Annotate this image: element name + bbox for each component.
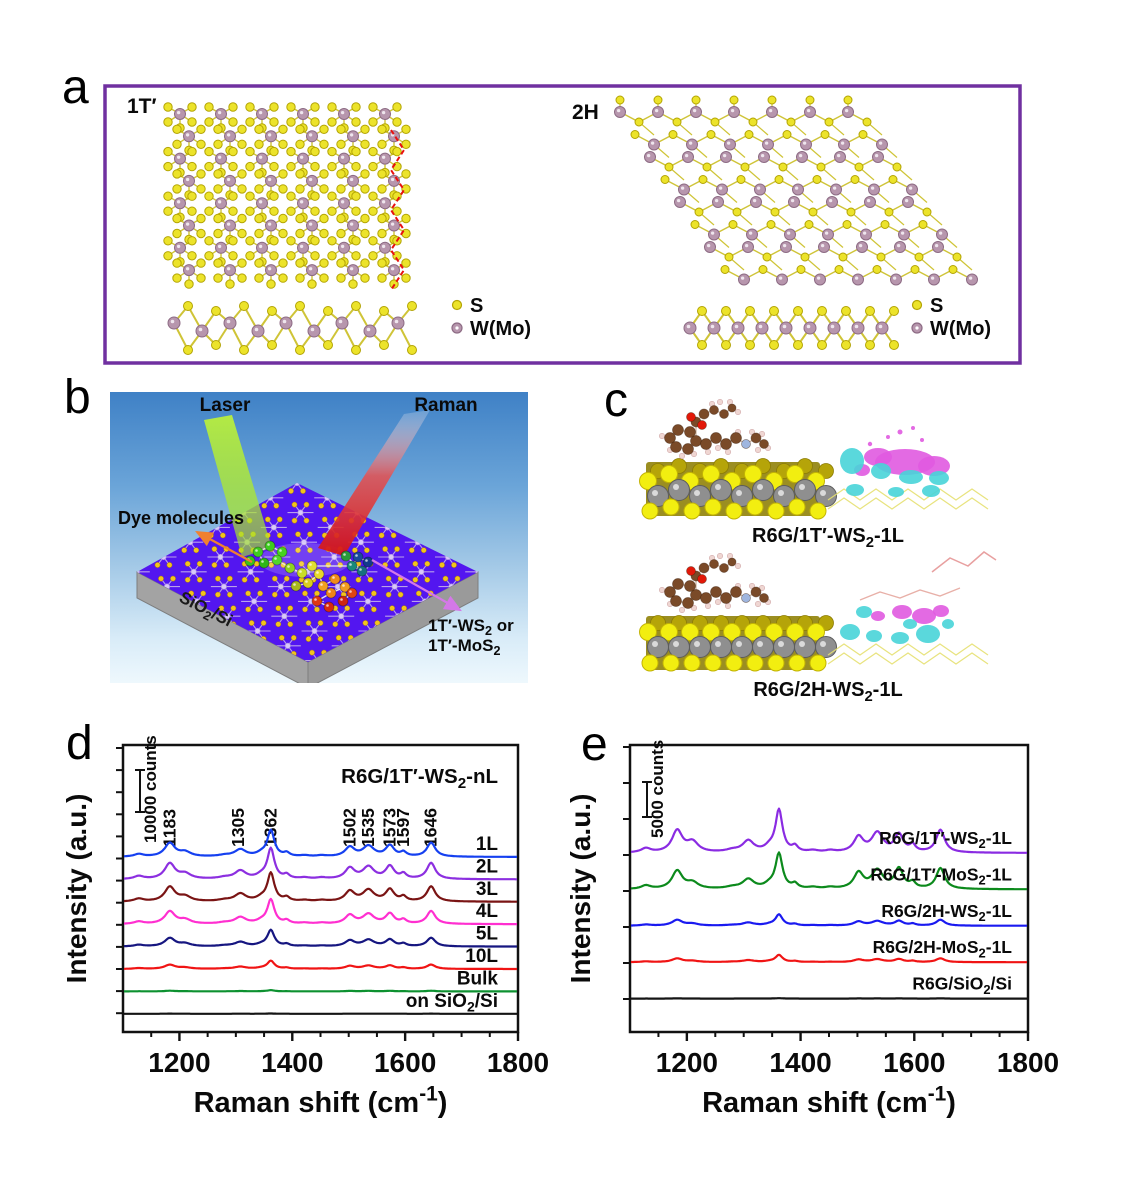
model-r6g-on-2h-ws2 [639,552,837,672]
series-label-6: Bulk [457,968,499,989]
panel-e-raman-chart: 1200 1400 1600 1800 Raman shift (cm-1) Intens… [565,740,1059,1119]
lattice-1t-side-view [167,301,417,355]
metal-legend-label: W(Mo) [930,318,991,340]
spectrum-curve-0 [124,828,517,858]
spectrum-curve-5 [124,959,517,971]
lattice-1t-top-view [163,102,411,291]
spectrum-curve-0 [631,807,1027,854]
x-axis-ticks [657,1032,1030,1041]
y-axis-title: Intensity (a.u.) [565,794,596,984]
metal-legend-label: W(Mo) [470,318,531,340]
spectra-curves [631,807,1027,1000]
x-tick-label: 1200 [656,1047,718,1078]
lattice-2h-side-view [683,306,899,350]
peak-label-1597: 1597 [393,808,413,847]
spectrum-curve-3 [124,897,517,926]
x-tick-label: 1200 [148,1047,210,1078]
intensity-scale-bar [642,781,652,818]
series-label-2: R6G/2H-WS2-1L [881,901,1012,924]
y-axis-title: Intensity (a.u.) [61,794,92,984]
peak-label-1502: 1502 [339,808,359,847]
laser-beam [204,415,272,557]
dye-molecule-cluster [244,540,374,613]
y-axis-ticks [116,747,123,1015]
panel-b-letter: b [64,371,91,424]
model-r6g-on-1t-ws2 [639,398,837,520]
scale-bar-label: 5000 counts [648,740,667,838]
intensity-scale-bar [135,769,145,813]
material-annotation-arrow [371,559,462,612]
scale-bar-label: 10000 counts [141,735,160,843]
spectrum-curve-3 [631,953,1027,964]
series-label-4: 5L [476,924,499,945]
spectrum-curve-2 [124,871,517,903]
spectrum-curve-4 [124,928,517,948]
raman-label: Raman [414,395,477,416]
charge-density-1t-ws2 [827,426,989,510]
charge-density-2h-ws2 [827,551,997,665]
caption-r6g-2h-ws2: R6G/2H-WS2-1L [753,679,902,705]
peak-label-1362: 1362 [260,808,280,847]
series-label-5: 10L [465,946,498,967]
spectrum-curve-2 [631,913,1027,927]
phase-1t-label: 1T′ [127,95,157,118]
lattice-2h-top-view [614,95,978,286]
x-tick-label: 1400 [769,1047,831,1078]
series-label-4: R6G/SiO2/Si [912,974,1012,997]
x-tick-label: 1800 [997,1047,1059,1078]
sulfur-legend-icon [911,299,923,311]
series-label-1: R6G/1T′-MoS2-1L [870,864,1012,887]
x-tick-label: 1800 [487,1047,549,1078]
spectra-curves [124,828,517,1015]
x-axis-ticks [150,1032,520,1041]
peak-label-1183: 1183 [159,809,179,847]
spectrum-curve-6 [124,989,517,993]
y-axis-ticks [623,746,630,1000]
peak-label-1535: 1535 [358,808,378,847]
series-label-3: 4L [476,901,499,922]
panel-d-letter: d [66,717,93,770]
atom-legend-left: SW(Mo) [451,295,531,340]
phase-2h-label: 2H [572,101,599,124]
panel-e-letter: e [581,718,608,771]
material-label-line2: 1T′-MoS2 [428,636,500,658]
series-label-0: 1L [476,834,499,855]
dye-annotation-arrow [195,530,253,563]
material-label-line1: 1T′-WS2 or [428,616,514,638]
x-tick-label: 1600 [883,1047,945,1078]
peak-label-1305: 1305 [228,808,248,847]
panel-c-adsorption-models: R6G/1T′-WS2-1L R6G/2H-WS2-1L [639,398,997,705]
sulfur-legend-label: S [470,295,483,317]
series-label-2: 3L [476,879,499,900]
series-label-1: 2L [476,856,499,877]
panel-b-sers-schematic: Laser Raman Dye molecules 1T′-WS2 or1T′-MoS… [118,395,514,683]
caption-r6g-1t-ws2: R6G/1T′-WS2-1L [752,525,904,551]
series-label-3: R6G/2H-MoS2-1L [873,937,1013,960]
series-label-7: on SiO2/Si [406,991,498,1015]
spectrum-curve-1 [631,851,1027,891]
peak-label-1573: 1573 [379,808,399,847]
panel-a-letter: a [62,61,89,114]
peak-label-1646: 1646 [421,808,441,847]
x-axis-title: Raman shift (cm-1) [194,1082,448,1119]
x-tick-label: 1600 [374,1047,436,1078]
raman-beam [318,410,430,556]
chart-title: R6G/1T′-WS2-nL [341,765,498,792]
panel-d-raman-chart: 1200 1400 1600 1800 Raman shift (cm-1) Intens… [61,735,549,1119]
laser-label: Laser [200,395,251,416]
series-label-0: R6G/1T′-WS2-1L [879,828,1012,851]
panel-c-letter: c [604,374,628,427]
atom-legend-right: SW(Mo) [911,295,991,340]
x-axis-title: Raman shift (cm-1) [702,1082,956,1119]
sulfur-legend-icon [451,299,463,311]
spectrum-curve-1 [124,846,517,881]
sulfur-legend-label: S [930,295,943,317]
dye-molecules-label: Dye molecules [118,508,244,528]
x-tick-label: 1400 [261,1047,323,1078]
